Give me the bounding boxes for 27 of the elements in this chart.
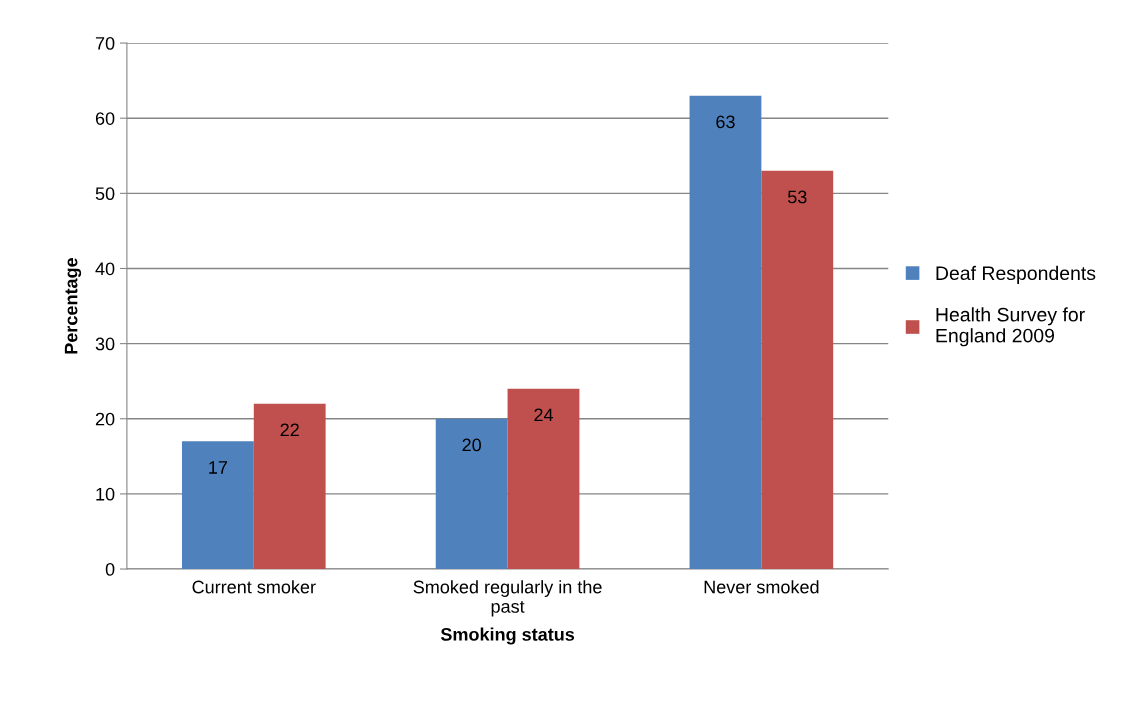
data-label: 17 (209, 461, 228, 474)
legend-label: Deaf Respondents (936, 265, 1096, 284)
bar (761, 170, 834, 570)
y-tick-label: 0 (105, 562, 115, 576)
x-tick-label: Current smoker (192, 580, 316, 594)
bar (181, 441, 254, 570)
y-tick-label: 10 (96, 487, 115, 501)
bar (435, 418, 508, 570)
bar (507, 388, 580, 570)
x-tick-label: Smoked regularly in the past (413, 580, 602, 617)
y-tick-label: 20 (95, 412, 115, 426)
bar (689, 95, 762, 570)
legend-label: Health Survey for England 2009 (936, 307, 1085, 347)
data-label: 20 (462, 438, 482, 452)
y-tick-label: 60 (95, 112, 115, 125)
y-tick-label: 50 (95, 187, 115, 201)
data-label: 22 (280, 423, 299, 437)
y-tick-label: 40 (95, 262, 115, 276)
bar (253, 403, 326, 570)
data-label: 24 (534, 408, 554, 422)
x-tick-label: Never smoked (704, 580, 819, 594)
y-axis-title: Percentage (64, 257, 82, 354)
data-label: 63 (716, 115, 735, 129)
y-tick-label: 30 (95, 337, 115, 351)
x-axis-title: Smoking status (440, 627, 575, 645)
data-label: 53 (787, 190, 807, 204)
y-tick-label: 70 (95, 37, 115, 50)
